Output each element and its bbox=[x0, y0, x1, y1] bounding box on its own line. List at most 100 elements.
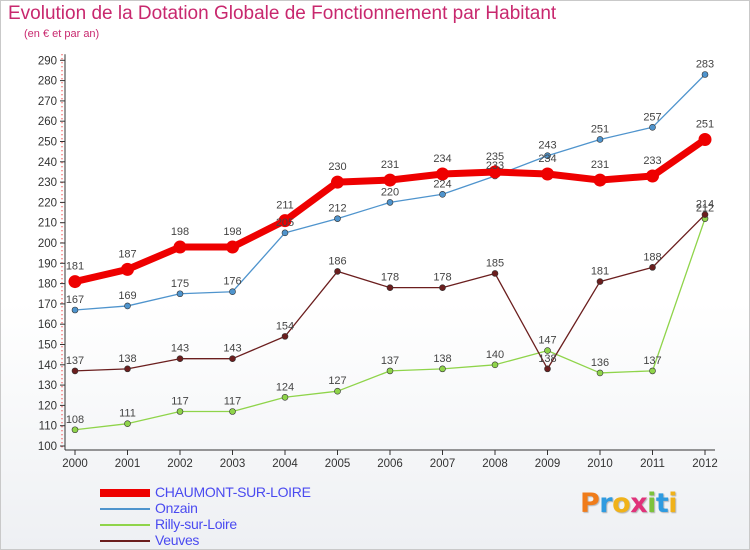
data-label-chaumont-sur-loire: 231 bbox=[381, 159, 399, 171]
x-tick-label: 2001 bbox=[115, 458, 141, 470]
data-point-rilly-sur-loire bbox=[386, 367, 394, 375]
data-label-onzain: 251 bbox=[591, 123, 609, 135]
data-label-rilly-sur-loire: 137 bbox=[643, 355, 661, 367]
y-tick-label: 290 bbox=[38, 55, 57, 67]
data-label-veuves: 214 bbox=[696, 199, 714, 211]
data-point-rilly-sur-loire bbox=[334, 387, 341, 395]
data-label-veuves: 178 bbox=[381, 272, 399, 284]
data-label-veuves: 178 bbox=[433, 272, 451, 284]
data-point-veuves bbox=[71, 367, 79, 375]
legend-swatch bbox=[100, 489, 150, 497]
y-tick-label: 130 bbox=[38, 380, 57, 392]
data-point-chaumont-sur-loire bbox=[331, 175, 344, 189]
data-point-chaumont-sur-loire bbox=[121, 262, 134, 276]
data-label-onzain: 205 bbox=[276, 217, 294, 229]
data-point-veuves bbox=[334, 268, 341, 275]
legend-item: Onzain bbox=[100, 500, 360, 517]
data-point-veuves bbox=[701, 211, 709, 218]
data-label-veuves: 143 bbox=[223, 343, 241, 355]
data-label-rilly-sur-loire: 108 bbox=[66, 414, 84, 426]
data-point-onzain bbox=[229, 288, 236, 296]
data-label-rilly-sur-loire: 212 bbox=[696, 203, 714, 215]
series-line-veuves bbox=[74, 213, 706, 372]
x-tick-label: 2010 bbox=[587, 458, 613, 470]
data-point-veuves bbox=[649, 264, 656, 271]
data-label-onzain: 175 bbox=[171, 278, 189, 290]
legend-swatch bbox=[100, 524, 150, 526]
x-tick-label: 2004 bbox=[272, 458, 298, 470]
y-tick-label: 150 bbox=[38, 340, 57, 352]
data-point-onzain bbox=[124, 302, 131, 310]
data-label-onzain: 220 bbox=[381, 186, 399, 198]
data-label-onzain: 167 bbox=[66, 294, 84, 306]
data-label-chaumont-sur-loire: 235 bbox=[486, 151, 504, 163]
data-label-rilly-sur-loire: 127 bbox=[328, 375, 346, 387]
data-point-rilly-sur-loire bbox=[124, 420, 131, 427]
data-label-rilly-sur-loire: 117 bbox=[224, 395, 242, 407]
y-tick-label: 170 bbox=[38, 299, 57, 311]
data-point-rilly-sur-loire bbox=[229, 408, 236, 415]
data-label-chaumont-sur-loire: 231 bbox=[591, 159, 609, 171]
y-tick-label: 110 bbox=[39, 421, 57, 433]
chart-title: Evolution de la Dotation Globale de Fonc… bbox=[8, 3, 557, 24]
data-point-onzain bbox=[596, 136, 604, 143]
logo-letter: P bbox=[580, 488, 600, 519]
data-label-chaumont-sur-loire: 234 bbox=[538, 153, 556, 165]
data-label-chaumont-sur-loire: 233 bbox=[643, 155, 661, 167]
x-tick-label: 2011 bbox=[640, 458, 665, 470]
data-labels-layer: 167 169 175 176 205 212 220 224 233 243 251 257 283 1… bbox=[66, 59, 714, 426]
data-point-veuves bbox=[229, 355, 236, 363]
data-point-onzain bbox=[649, 123, 656, 131]
logo-letter: r bbox=[599, 488, 613, 519]
data-label-rilly-sur-loire: 136 bbox=[591, 357, 609, 369]
logo-letter: i bbox=[668, 488, 678, 519]
data-point-chaumont-sur-loire bbox=[226, 240, 239, 254]
x-tick-label: 2002 bbox=[167, 458, 193, 470]
data-label-chaumont-sur-loire: 181 bbox=[66, 261, 84, 273]
data-label-veuves: 138 bbox=[118, 353, 136, 365]
legend-item: Rilly-sur-Loire bbox=[100, 516, 360, 533]
x-tick-label: 2005 bbox=[325, 458, 351, 470]
data-point-veuves bbox=[176, 355, 184, 363]
data-label-chaumont-sur-loire: 211 bbox=[276, 200, 294, 212]
data-point-rilly-sur-loire bbox=[491, 361, 499, 369]
data-point-chaumont-sur-loire bbox=[68, 275, 82, 289]
y-tick-label: 120 bbox=[38, 400, 57, 412]
y-tick-label: 200 bbox=[38, 238, 57, 250]
data-point-veuves bbox=[281, 333, 289, 340]
data-point-veuves bbox=[439, 284, 446, 291]
data-label-veuves: 188 bbox=[643, 251, 661, 263]
y-tick-label: 230 bbox=[38, 177, 57, 189]
data-point-chaumont-sur-loire bbox=[593, 173, 607, 187]
data-point-rilly-sur-loire bbox=[596, 369, 604, 377]
legend-swatch bbox=[100, 508, 150, 510]
data-point-chaumont-sur-loire bbox=[173, 240, 187, 254]
data-point-chaumont-sur-loire bbox=[698, 132, 712, 146]
legend-label: Rilly-sur-Loire bbox=[155, 516, 237, 532]
data-label-veuves: 185 bbox=[486, 257, 504, 269]
data-label-onzain: 212 bbox=[328, 203, 346, 215]
y-tick-label: 180 bbox=[38, 279, 57, 291]
data-point-onzain bbox=[281, 229, 289, 237]
x-tick-label: 2000 bbox=[62, 458, 88, 470]
x-tick-label: 2009 bbox=[535, 458, 561, 470]
data-label-veuves: 143 bbox=[171, 343, 189, 355]
data-label-rilly-sur-loire: 140 bbox=[486, 349, 504, 361]
line-chart: 100 110 120 130 140 150 160 170 180 190 200 210 220 2… bbox=[38, 54, 718, 470]
data-point-chaumont-sur-loire bbox=[541, 167, 554, 181]
proxiti-logo: Proxiti bbox=[580, 488, 678, 519]
data-label-onzain: 283 bbox=[696, 59, 714, 71]
data-point-veuves bbox=[596, 278, 604, 285]
data-label-onzain: 233 bbox=[486, 160, 504, 172]
legend-item: Veuves bbox=[100, 532, 360, 549]
data-label-veuves: 138 bbox=[538, 353, 556, 365]
legend-label: Veuves bbox=[155, 532, 200, 548]
data-point-rilly-sur-loire bbox=[649, 367, 656, 375]
x-tick-label: 2008 bbox=[482, 458, 508, 470]
data-point-veuves bbox=[386, 284, 394, 291]
y-tick-label: 140 bbox=[38, 360, 57, 372]
x-tick-label: 2007 bbox=[430, 458, 456, 470]
y-tick-label: 220 bbox=[38, 197, 57, 209]
data-label-onzain: 224 bbox=[433, 178, 451, 190]
chart-axes: 100 110 120 130 140 150 160 170 180 190 200 210 220 2… bbox=[38, 54, 718, 470]
